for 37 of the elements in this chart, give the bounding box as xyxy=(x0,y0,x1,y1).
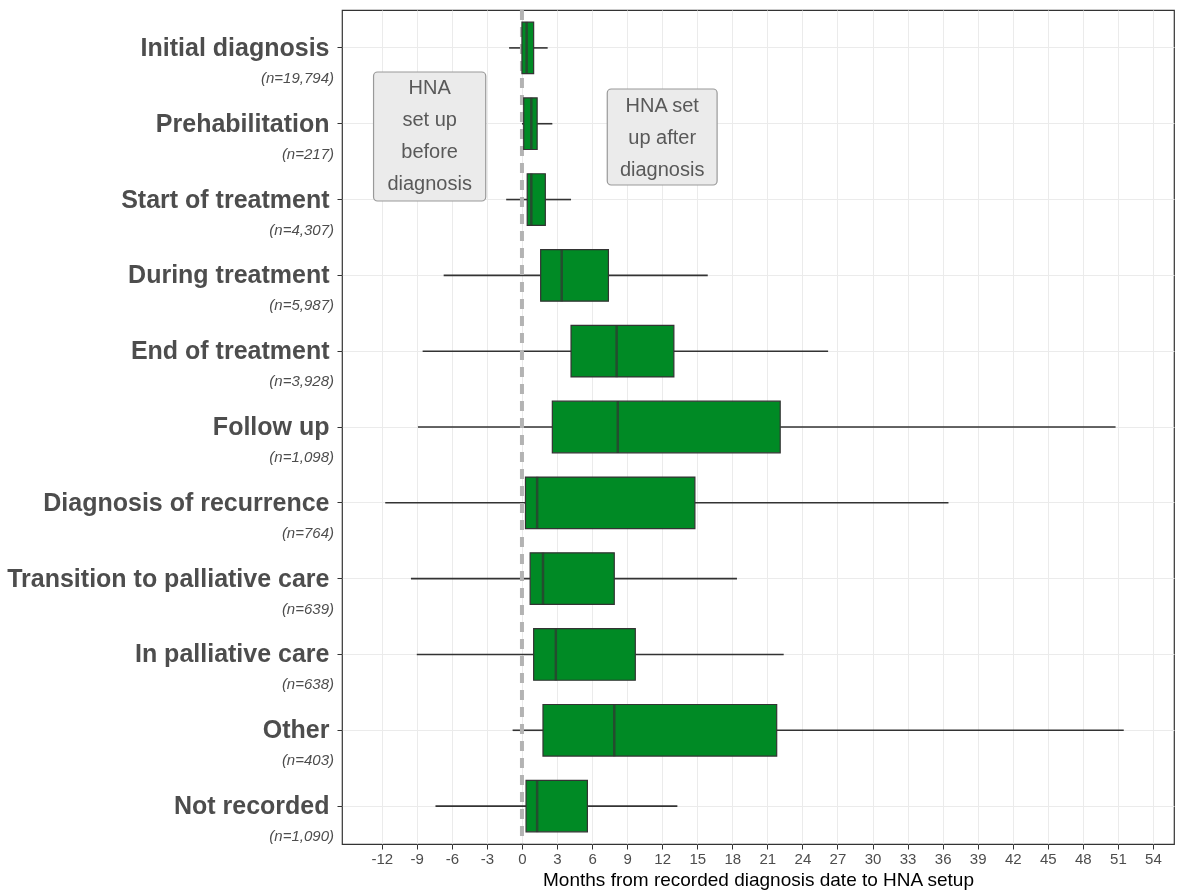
x-tick-label: 24 xyxy=(794,849,812,867)
x-tick-label: -6 xyxy=(445,849,460,867)
x-axis-title: Months from recorded diagnosis date to HNA setup xyxy=(543,868,974,890)
annotation: HNA set up before diagnosis xyxy=(387,76,472,194)
category-label: End of treatment (n=3,928) xyxy=(130,336,334,390)
x-tick-label: 0 xyxy=(518,849,527,867)
x-tick-label: 33 xyxy=(899,849,917,867)
x-tick-label: 9 xyxy=(623,849,632,867)
x-tick-label: 12 xyxy=(654,849,672,867)
x-tick-label: 54 xyxy=(1145,849,1162,867)
category-label: During treatment (n=5,987) xyxy=(128,260,334,314)
x-tick-label: 39 xyxy=(969,849,987,867)
x-tick-label: -9 xyxy=(410,849,424,867)
category-label: Follow up (n=1,098) xyxy=(212,412,334,465)
category-label: Other (n=403) xyxy=(262,715,334,769)
x-tick-label: 30 xyxy=(864,849,882,867)
category-label: In palliative care (n=638) xyxy=(134,639,334,693)
category-label: Not recorded (n=1,090) xyxy=(173,791,334,845)
category-label: Diagnosis of recurrence (n=764) xyxy=(43,487,334,541)
x-tick-label: -12 xyxy=(371,849,394,867)
category-label: Start of treatment (n=4,307) xyxy=(121,184,334,238)
category-label: Prehabilitation (n=217) xyxy=(155,108,334,162)
x-tick-label: -3 xyxy=(480,849,495,867)
category-label: Initial diagnosis (n=19,794) xyxy=(140,32,334,86)
x-tick-label: 18 xyxy=(724,849,742,867)
x-tick-label: 51 xyxy=(1110,849,1127,867)
annotation: HNA set up after diagnosis xyxy=(619,94,705,180)
category-label: Transition to palliative care (n=639) xyxy=(7,563,334,617)
x-tick-label: 45 xyxy=(1039,849,1057,867)
x-tick-label: 36 xyxy=(934,849,952,867)
x-tick-label: 48 xyxy=(1075,849,1092,867)
x-tick-label: 6 xyxy=(588,849,597,867)
x-tick-label: 27 xyxy=(829,849,847,867)
x-tick-label: 42 xyxy=(1004,849,1022,867)
x-tick-label: 3 xyxy=(553,849,562,867)
x-tick-label: 15 xyxy=(689,849,707,867)
x-tick-label: 21 xyxy=(759,849,777,867)
